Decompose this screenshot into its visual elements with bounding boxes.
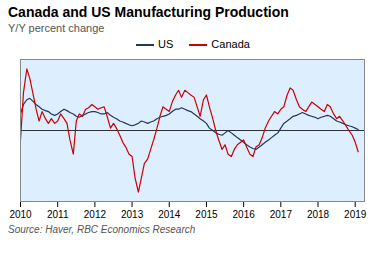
svg-text:2016: 2016 (233, 209, 256, 220)
svg-text:2018: 2018 (307, 209, 330, 220)
svg-text:2012: 2012 (84, 209, 107, 220)
svg-text:2011: 2011 (47, 209, 69, 220)
html-text:US: US (158, 38, 174, 50)
svg-text:2010: 2010 (9, 209, 32, 220)
svg-text:2013: 2013 (121, 209, 144, 220)
html-text:Canada: Canada (211, 38, 250, 50)
svg-text:2014: 2014 (158, 209, 181, 220)
svg-text:2019: 2019 (344, 209, 367, 220)
html-text:Source: Haver, RBC Economics R: Source: Haver, RBC Economics Research (8, 224, 196, 235)
html-text:Y/Y percent change: Y/Y percent change (8, 22, 105, 34)
svg-text:2017: 2017 (270, 209, 293, 220)
html-text:Canada and US Manufacturing Pr: Canada and US Manufacturing Production (8, 4, 289, 20)
svg-text:2015: 2015 (195, 209, 218, 220)
